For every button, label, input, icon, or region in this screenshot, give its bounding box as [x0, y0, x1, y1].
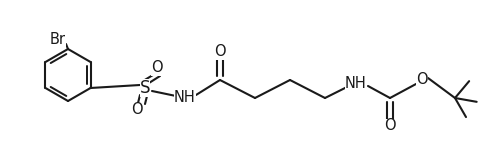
Text: NH: NH — [174, 90, 196, 106]
Text: O: O — [416, 73, 428, 87]
Text: Br: Br — [50, 32, 66, 46]
Text: O: O — [131, 103, 143, 117]
Text: O: O — [151, 60, 163, 76]
Text: O: O — [214, 44, 226, 60]
Text: S: S — [140, 79, 150, 97]
Text: O: O — [384, 119, 396, 133]
Text: NH: NH — [345, 76, 367, 90]
